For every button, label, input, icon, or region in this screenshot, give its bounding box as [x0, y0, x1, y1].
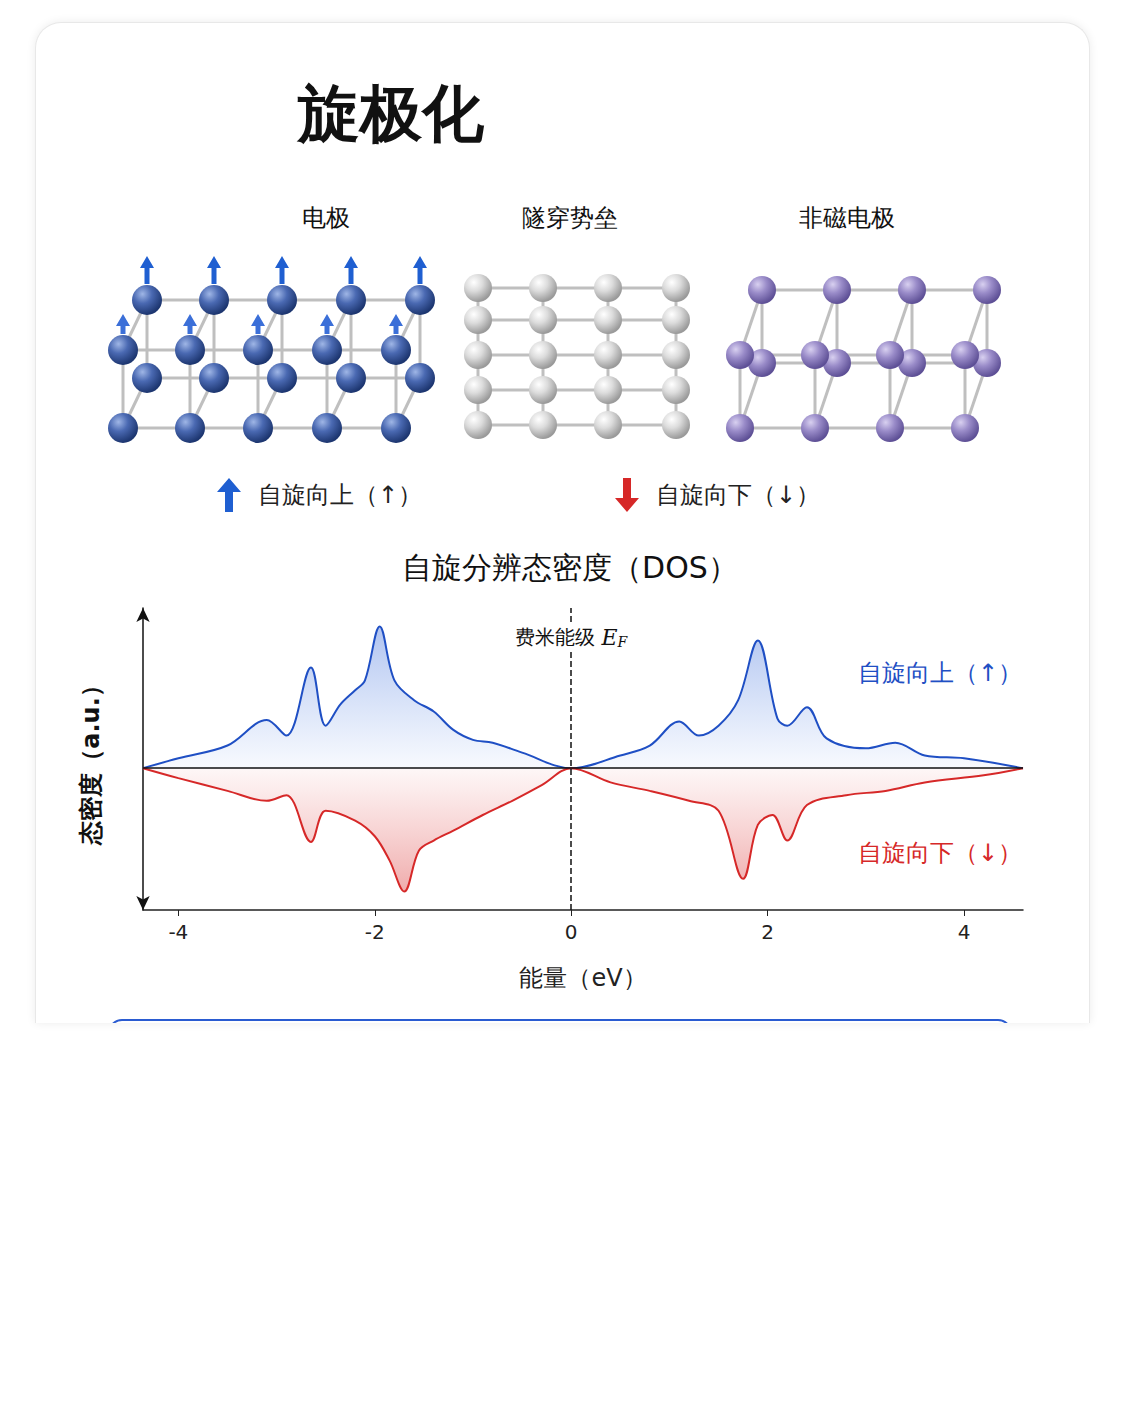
html-text:电极: 电极: [302, 204, 350, 232]
svg-text:F: F: [617, 634, 629, 650]
svg-text:自旋向下（↓）: 自旋向下（↓）: [858, 839, 1022, 867]
html-text:非磁电极: 非磁电极: [799, 204, 895, 232]
svg-text:费米能级: 费米能级: [515, 625, 601, 649]
svg-text:态密度（a.u.）: 态密度（a.u.）: [77, 673, 105, 846]
svg-text:能量（eV）: 能量（eV）: [519, 964, 646, 992]
svg-text:2: 2: [761, 920, 774, 944]
html-text:自旋分辨态密度（DOS）: 自旋分辨态密度（DOS）: [402, 550, 738, 585]
html-text:隧穿势垒: 隧穿势垒: [522, 204, 618, 232]
html-text:旋极化: 旋极化: [298, 77, 484, 150]
html-text:自旋向下（↓）: 自旋向下（↓）: [656, 481, 821, 509]
svg-text:E: E: [601, 625, 618, 650]
html-text:自旋向上（↑）: 自旋向上（↑）: [258, 481, 423, 509]
svg-text:-4: -4: [168, 920, 188, 944]
svg-text:0: 0: [565, 920, 578, 944]
svg-text:自旋向上（↑）: 自旋向上（↑）: [858, 659, 1022, 687]
svg-text:-2: -2: [365, 920, 385, 944]
svg-text:4: 4: [958, 920, 971, 944]
